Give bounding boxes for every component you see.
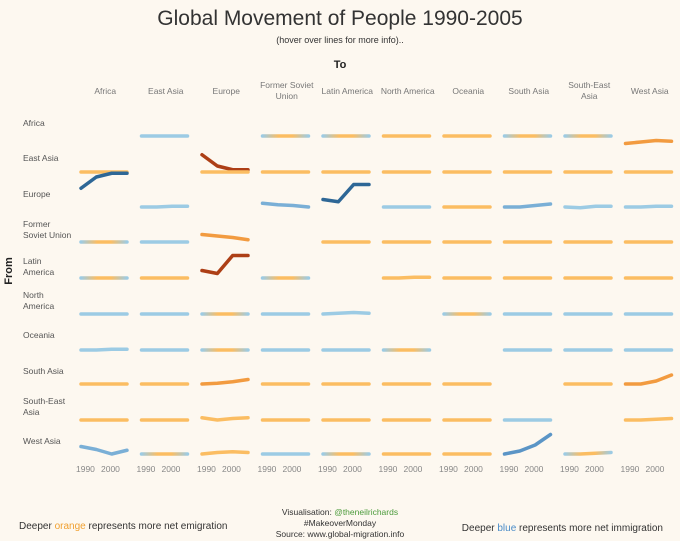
flow-line-west-asia-to-africa[interactable]	[79, 444, 129, 456]
row-header: West Asia	[23, 436, 61, 446]
flow-line-west-asia-to-south-asia[interactable]	[502, 432, 553, 456]
x-tick-label: 2000	[343, 464, 362, 474]
row-header: Africa	[23, 118, 45, 128]
hashtag: #MakeoverMonday	[303, 518, 377, 528]
x-tick-label: 2000	[101, 464, 120, 474]
author-link[interactable]: @theneilrichards	[334, 507, 399, 517]
flow-line-europe-to-former-soviet-union[interactable]	[260, 201, 311, 209]
flow-line-former-soviet-union-to-europe[interactable]	[200, 232, 250, 242]
flow-line-europe-to-south-asia[interactable]	[502, 202, 553, 209]
x-axis-label: To	[333, 59, 347, 71]
row-header: South Asia	[23, 366, 64, 376]
flow-line-south-east-asia-to-west-asia[interactable]	[623, 416, 674, 422]
x-tick-label: 1990	[76, 464, 95, 474]
x-tick-label: 2000	[222, 464, 241, 474]
flow-line-latin-america-to-north-america[interactable]	[381, 275, 432, 280]
legend-right-prefix: Deeper	[461, 523, 498, 534]
x-tick-label: 2000	[161, 464, 181, 474]
x-tick-label: 1990	[499, 464, 519, 474]
x-tick-label: 1990	[439, 464, 458, 474]
flow-line-south-east-asia-to-europe[interactable]	[200, 416, 250, 422]
row-header: South-East Asia	[23, 396, 66, 417]
legend-immigration: Deeper blue represents more net immigrat…	[462, 523, 663, 534]
column-header: South-East Asia	[568, 80, 611, 101]
row-header: East Asia	[23, 153, 59, 163]
x-tick-label: 1990	[257, 464, 277, 474]
chart-subtitle: (hover over lines for more info)..	[276, 35, 404, 45]
credits: Visualisation: @theneilrichards #Makeove…	[0, 507, 680, 540]
column-header: Africa	[94, 86, 117, 96]
flow-line-europe-to-latin-america[interactable]	[321, 182, 371, 204]
column-header: Latin America	[321, 86, 374, 96]
column-header: East Asia	[148, 86, 184, 96]
legend-emigration: Deeper orange represents more net emigra…	[19, 521, 227, 532]
source: Source: www.global-migration.info	[275, 529, 405, 539]
legend-left-color: orange	[54, 521, 86, 532]
row-header: Latin America	[23, 256, 55, 277]
column-header: South Asia	[508, 86, 550, 96]
x-tick-label: 2000	[464, 464, 483, 474]
flow-line-europe-to-south-east-asia[interactable]	[563, 204, 613, 210]
row-header: Europe	[23, 189, 51, 199]
row-header: Oceania	[23, 330, 55, 340]
flow-line-oceania-to-africa[interactable]	[79, 347, 129, 352]
x-tick-label: 1990	[620, 464, 640, 474]
legend-right-color: blue	[497, 523, 517, 534]
x-tick-label: 2000	[524, 464, 544, 474]
x-tick-label: 1990	[378, 464, 398, 474]
x-tick-label: 2000	[282, 464, 302, 474]
flow-line-north-america-to-latin-america[interactable]	[321, 310, 371, 316]
x-tick-label: 2000	[403, 464, 423, 474]
flow-line-latin-america-to-europe[interactable]	[200, 253, 250, 276]
x-tick-label: 1990	[197, 464, 216, 474]
column-header: Europe	[212, 86, 240, 96]
credit-prefix: Visualisation:	[281, 507, 335, 517]
row-header: Former Soviet Union	[23, 219, 72, 240]
x-tick-label: 1990	[136, 464, 156, 474]
flow-line-south-asia-to-europe[interactable]	[200, 377, 250, 386]
x-tick-label: 2000	[585, 464, 604, 474]
flow-line-europe-to-africa[interactable]	[79, 171, 129, 190]
column-header: Former Soviet Union	[260, 80, 314, 101]
legend-right-suffix: represents more net immigration	[516, 523, 663, 534]
flow-line-west-asia-to-europe[interactable]	[200, 450, 250, 456]
flow-line-africa-to-europe[interactable]	[200, 153, 250, 172]
flow-line-west-asia-to-south-east-asia[interactable]	[563, 450, 613, 456]
flow-line-europe-to-east-asia[interactable]	[139, 204, 190, 209]
x-tick-label: 1990	[318, 464, 337, 474]
legend-left-suffix: represents more net emigration	[85, 521, 228, 532]
column-header: Oceania	[452, 86, 485, 96]
column-header: West Asia	[630, 86, 669, 96]
legend-left-prefix: Deeper	[19, 521, 55, 532]
column-header: North America	[380, 86, 435, 96]
row-header: North America	[23, 290, 55, 311]
flow-line-south-asia-to-west-asia[interactable]	[623, 373, 674, 386]
x-tick-label: 2000	[645, 464, 665, 474]
flow-line-africa-to-west-asia[interactable]	[623, 138, 674, 146]
chart-title: Global Movement of People 1990-2005	[157, 7, 523, 30]
flow-line-europe-to-west-asia[interactable]	[623, 204, 674, 209]
x-tick-label: 1990	[560, 464, 579, 474]
